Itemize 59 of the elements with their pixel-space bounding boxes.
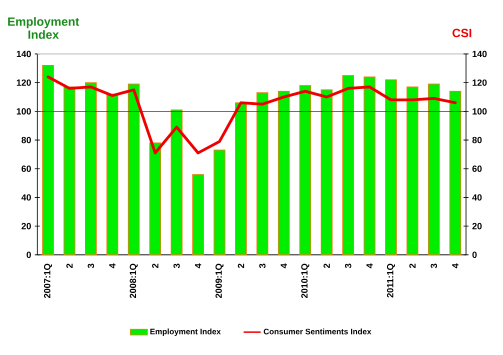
- bar: [214, 150, 226, 256]
- x-tick-label: 2007:1Q: [44, 264, 52, 298]
- x-tick-label: 2009:1Q: [215, 264, 224, 298]
- bar: [256, 92, 268, 256]
- y2-axis-title: CSI: [452, 28, 472, 38]
- x-tick-label: 2008:1Q: [130, 264, 138, 298]
- x-tick-label: 3: [173, 264, 180, 268]
- bar: [128, 84, 140, 256]
- x-tick-label: 4: [194, 264, 202, 268]
- x-tick-label: 2011:1Q: [386, 264, 396, 298]
- x-tick-label: 2: [409, 264, 416, 268]
- bar: [64, 86, 76, 256]
- x-tick-label: 2010:1Q: [301, 264, 310, 298]
- y-axis-title: Employment Index: [8, 17, 80, 39]
- y-tick-label: 120: [16, 80, 31, 86]
- x-tick-label: 2: [324, 264, 330, 268]
- y-tick-label: 140: [16, 50, 31, 58]
- bar: [406, 86, 418, 256]
- x-tick-label: 3: [430, 264, 438, 268]
- x-tick-label: 3: [259, 264, 266, 268]
- y2-tick-label: 140: [472, 50, 487, 58]
- bar: [364, 76, 376, 256]
- x-tick-label: 2: [152, 264, 158, 268]
- x-tick-label: 4: [366, 264, 373, 268]
- bar: [149, 142, 162, 256]
- y-tick-label: 80: [22, 136, 31, 144]
- bar: [192, 174, 204, 256]
- y-tick-label: 60: [22, 166, 31, 172]
- y-tick-label: 20: [22, 223, 31, 230]
- y-tick-label: 40: [21, 194, 31, 201]
- bar: [278, 90, 290, 256]
- bar: [320, 90, 333, 256]
- bar: [299, 85, 312, 256]
- y2-tick-label: 120: [472, 80, 487, 86]
- bar: [235, 102, 247, 256]
- x-tick-label: 4: [109, 264, 116, 268]
- y2-tick-label: 60: [472, 166, 482, 172]
- x-tick-label: 3: [344, 264, 352, 268]
- bar: [385, 80, 397, 256]
- x-tick-label: 3: [88, 264, 94, 268]
- y-tick-label: 0: [26, 252, 31, 258]
- y2-tick-label: 100: [472, 108, 487, 115]
- y2-tick-label: 20: [472, 223, 482, 230]
- y2-tick-label: 0: [472, 252, 477, 258]
- bar: [106, 94, 118, 256]
- bar: [449, 90, 462, 256]
- x-tick-label: 4: [452, 264, 458, 268]
- x-tick-label: 2: [238, 264, 244, 268]
- bar: [85, 82, 97, 256]
- x-tick-label: 2: [66, 264, 73, 268]
- x-tick-label: 4: [280, 264, 287, 268]
- bar: [342, 75, 354, 256]
- y-tick-label: 100: [16, 108, 31, 115]
- y2-tick-label: 80: [472, 136, 482, 144]
- bar: [42, 65, 54, 256]
- bar: [428, 84, 440, 256]
- bar: [170, 110, 183, 256]
- line-series: [46, 76, 457, 154]
- y2-tick-label: 40: [472, 194, 482, 201]
